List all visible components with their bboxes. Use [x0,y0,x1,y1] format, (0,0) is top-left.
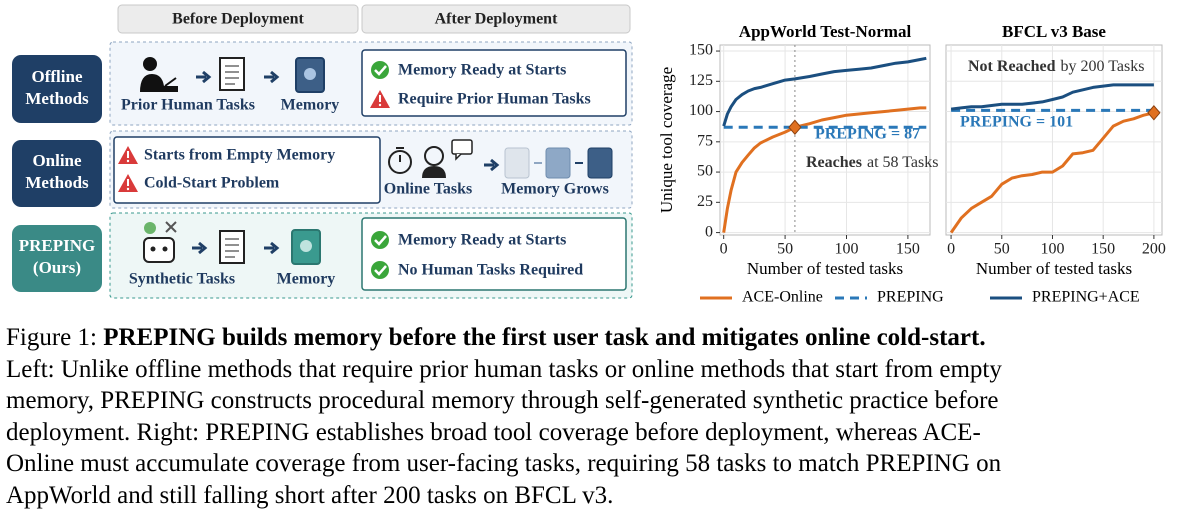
item-label: Memory Grows [501,181,609,198]
highlight-marker [788,119,802,136]
x-axis-label: Number of tested tasks [976,259,1132,278]
chart-title: BFCL v3 Base [1002,22,1106,41]
item-label: Memory Ready at Starts [398,62,566,79]
arrow [484,158,500,172]
series-line [949,111,1155,234]
caption-line: deployment. Right: PREPING establishes b… [6,418,981,446]
x-tick-label: 200 [1142,241,1166,258]
item-label: Memory [281,97,340,114]
arrow [196,70,212,84]
item-label: Cold-Start Problem [144,175,280,192]
item-label: No Human Tasks Required [398,262,583,279]
warning-icon [118,146,138,164]
book-icon [291,229,321,265]
annotation-strong: Reaches [806,154,862,171]
x-tick-label: 100 [834,241,858,258]
x-tick-label: 150 [896,241,920,258]
header-box [117,4,359,34]
x-axis-label: Number of tested tasks [747,259,903,278]
doc-icon [219,57,245,91]
label-box [12,140,102,207]
caption-line: AppWorld and still falling short after 2… [6,481,614,509]
check-icon [371,261,389,279]
y-axis-label: Unique tool coverage [657,67,676,213]
row-label: PREPING [19,236,96,255]
row-label: (Ours) [33,258,81,277]
row-label: Online [32,151,82,170]
book-icon [504,147,613,179]
arrow [264,241,280,255]
x-tick-label: 50 [777,241,793,258]
chart-title: AppWorld Test-Normal [739,22,912,41]
y-tick-label: 100 [689,102,713,119]
label-box [12,225,102,292]
chat-icon [451,139,473,161]
annotation: Reaches at 58 Tasks [806,154,938,171]
item-label: Memory [277,271,336,288]
warning-icon [370,90,390,108]
item-label: Prior Human Tasks [121,97,255,114]
y-tick-label: 75 [697,132,713,149]
series-line [722,56,927,127]
x-tick-label: 0 [720,241,728,258]
header: Before Deployment [172,11,304,28]
item-label: Synthetic Tasks [129,271,235,288]
arrow [192,241,208,255]
annotation-strong: Not Reached [968,58,1056,75]
caption-line: Figure 1: PREPING builds memory before t… [6,322,1196,354]
legend-label: PREPING+ACE [1032,289,1140,306]
caption-title: PREPING builds memory before the first u… [103,324,986,351]
row-label: Methods [25,173,89,192]
row-label: Offline [32,67,83,86]
x-tick-label: 50 [994,241,1010,258]
header: After Deployment [435,11,558,28]
arrow [264,70,280,84]
item-label: Memory Ready at Starts [398,232,566,249]
legend-label: ACE-Online [742,289,823,306]
y-tick-label: 0 [705,223,713,240]
warning-icon [118,174,138,192]
book-icon [295,57,325,93]
caption-line: Left: Unlike offline methods that requir… [6,355,1002,383]
legend-label: PREPING [877,289,944,306]
robot-icon [143,221,177,263]
annotation: PREPING = 87 [815,126,920,143]
check-icon [371,231,389,249]
y-tick-label: 125 [689,72,713,89]
item-label: Online Tasks [384,181,473,198]
item-label: Starts from Empty Memory [144,147,335,164]
doc-icon [219,230,245,264]
item-label: Require Prior Human Tasks [398,91,591,108]
highlight-marker [1147,105,1161,121]
annotation-text: by 200 Tasks [1061,58,1145,75]
x-tick-label: 100 [1040,241,1064,258]
stopwatch-icon [388,147,412,174]
plot-area [719,44,931,236]
x-tick-label: 150 [1091,241,1115,258]
y-tick-label: 50 [697,163,713,180]
caption-line: Online must accumulate coverage from use… [6,450,1002,477]
y-tick-label: 25 [697,193,713,210]
y-tick-label: 150 [689,42,713,59]
problem-box [113,136,381,204]
caption: Figure 1: PREPING builds memory before t… [6,322,1196,511]
annotation-text: at 58 Tasks [867,154,938,171]
row-label: Methods [25,89,89,108]
annotation: PREPING = 101 [960,114,1073,131]
caption-label: Figure 1: [6,324,97,351]
series-line [722,106,927,233]
label-box [12,55,102,123]
figure: Before Deployment After Deployment Offli… [12,4,1166,306]
result-box [361,217,627,291]
result-box [361,49,627,117]
person-icon [422,146,446,178]
series-line [950,83,1154,111]
annotation: Not Reached by 200 Tasks [968,58,1144,75]
person-icon [140,57,178,92]
x-tick-label: 0 [947,241,955,258]
caption-line: memory, PREPING constructs procedural me… [6,387,999,414]
header-box [361,4,631,34]
check-icon [371,61,389,79]
